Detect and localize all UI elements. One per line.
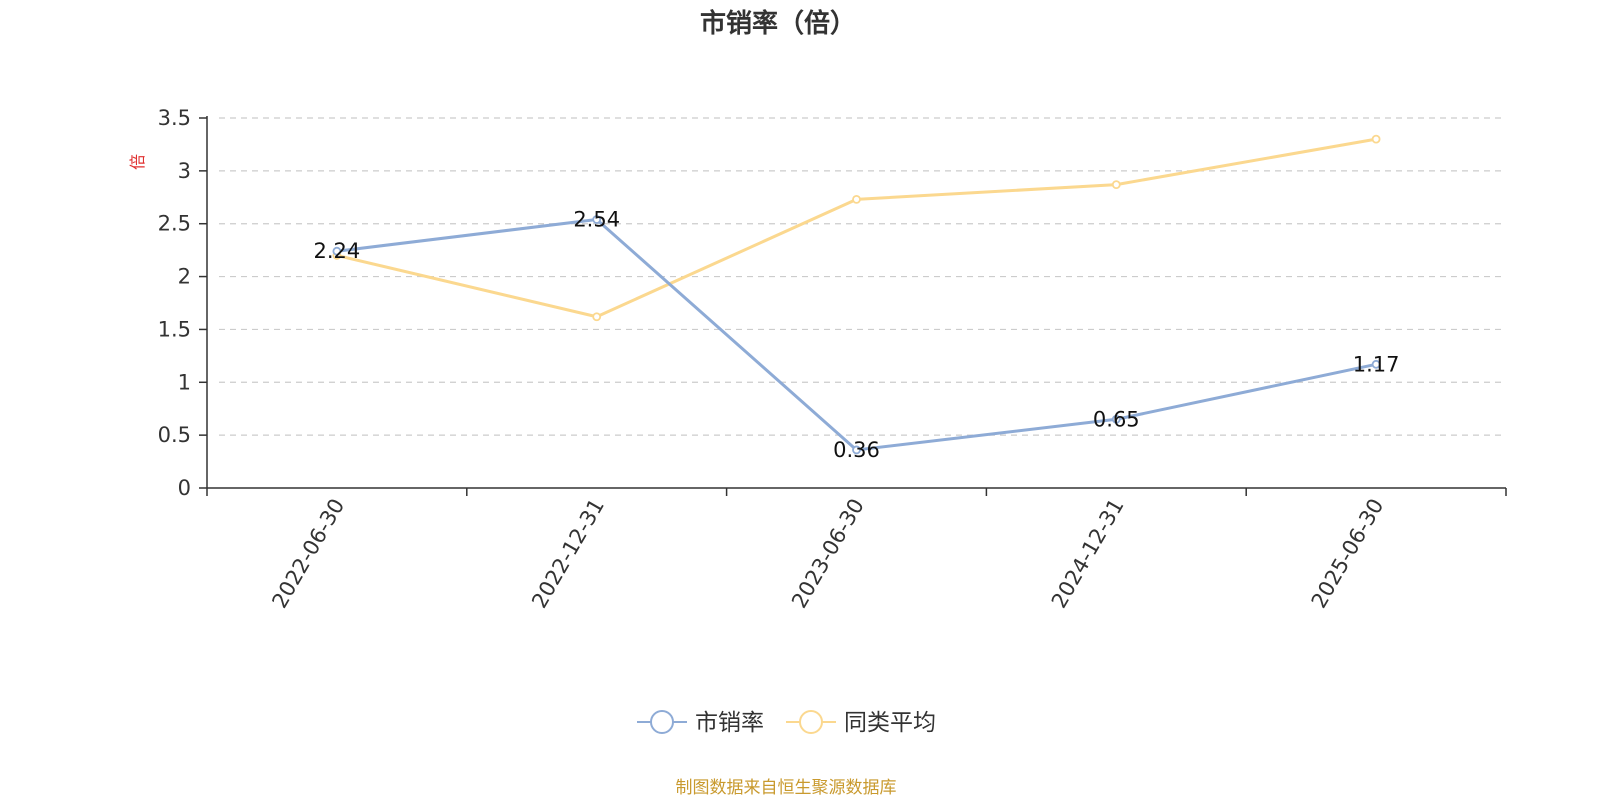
legend-marker-icon [650, 710, 674, 734]
y-tick-label: 0.5 [158, 423, 191, 447]
data-point[interactable] [1111, 414, 1121, 424]
series-line-0 [336, 217, 1377, 452]
x-axis: 2022-06-30 2022-12-31 2023-06-30 2024-12-31… [206, 487, 1507, 613]
x-tick-label: 2023-06-30 [787, 495, 869, 613]
source-note: 制图数据来自恒生聚源数据库 [676, 778, 897, 798]
y-tick-label: 0 [178, 476, 191, 500]
legend-label: 市销率 [695, 710, 764, 736]
grid-lines [219, 117, 1506, 436]
y-tick-label: 3 [178, 159, 191, 183]
data-point[interactable] [1111, 180, 1121, 190]
series-layer [332, 134, 1381, 455]
data-point[interactable] [852, 194, 861, 204]
y-axis-unit-label: 倍 [128, 154, 147, 170]
series-line-1 [336, 137, 1377, 319]
x-tick-label: 2025-06-30 [1307, 495, 1389, 613]
y-tick-label: 1 [178, 370, 191, 394]
x-tick-label: 2024-12-31 [1047, 495, 1129, 613]
data-point[interactable] [1371, 359, 1381, 369]
data-point[interactable] [592, 312, 602, 322]
y-tick-label: 2.5 [158, 212, 191, 236]
data-label: 0.36 [833, 438, 880, 462]
x-tick-label: 2022-06-30 [267, 495, 349, 613]
legend-label: 同类平均 [844, 710, 936, 736]
chart-title: 市销率（倍） [700, 8, 856, 39]
legend-marker-icon [799, 710, 823, 734]
data-label: 2.24 [314, 239, 361, 263]
y-tick-label: 1.5 [158, 317, 191, 341]
y-axis: 0 0.5 1 1.5 2 2.5 3 3.5 [158, 106, 208, 500]
data-point[interactable] [332, 246, 342, 256]
data-label: 0.65 [1093, 407, 1140, 431]
y-tick-label: 3.5 [158, 106, 191, 130]
data-point[interactable] [852, 445, 861, 455]
data-point[interactable] [592, 215, 602, 224]
legend-item-1[interactable]: 同类平均 [786, 710, 936, 736]
y-tick-label: 2 [178, 265, 191, 289]
data-label: 1.17 [1353, 352, 1400, 376]
legend[interactable]: 市销率 同类平均 [637, 710, 936, 736]
data-label: 2.54 [573, 207, 620, 231]
x-tick-label: 2022-12-31 [527, 495, 609, 613]
data-point[interactable] [1371, 134, 1381, 144]
legend-item-0[interactable]: 市销率 [637, 710, 764, 736]
data-labels-layer: 2.24 2.54 0.36 0.65 1.17 [314, 207, 1400, 461]
